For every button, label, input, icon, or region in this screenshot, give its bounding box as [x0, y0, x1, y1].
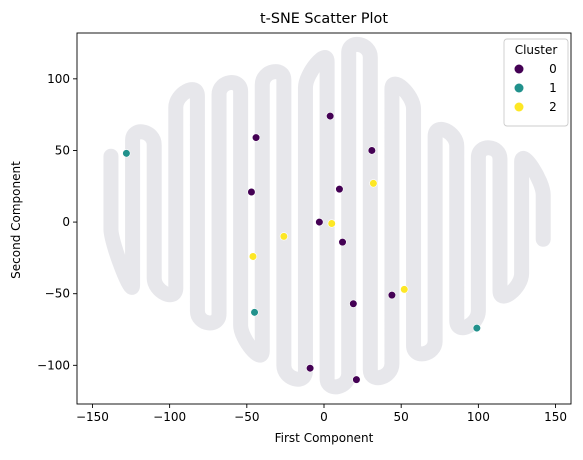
data-point-cluster-0: [326, 111, 335, 121]
data-point-cluster-0: [335, 185, 344, 194]
y-axis-ticks: −100 −50 0 50 100: [37, 72, 77, 372]
legend-entries: 0 1 2: [514, 62, 557, 114]
data-point-cluster-0: [315, 217, 324, 227]
x-tick-label: 100: [467, 410, 490, 424]
x-tick-label: −150: [76, 410, 109, 424]
y-tick-label: 0: [62, 215, 70, 229]
background-shape: [103, 37, 551, 395]
y-axis-label: Second Component: [9, 161, 23, 279]
data-point-cluster-2: [369, 179, 378, 188]
data-point-cluster-2: [279, 232, 288, 241]
x-axis-ticks: −150 −100 −50 0 50 100 150: [76, 404, 567, 424]
legend-label-cluster-2: 2: [549, 100, 557, 114]
data-point-cluster-0: [251, 133, 261, 142]
y-tick-label: −50: [45, 287, 70, 301]
data-point-cluster-0: [387, 291, 397, 300]
y-tick-label: −100: [37, 358, 70, 372]
data-point-cluster-0: [367, 146, 376, 155]
legend: Cluster 0 1 2: [503, 38, 569, 127]
x-axis-label: First Component: [275, 431, 374, 445]
data-points: [122, 111, 481, 384]
data-point-cluster-0: [338, 238, 347, 247]
legend-marker-cluster-1: [514, 83, 524, 93]
x-tick-label: 0: [320, 410, 328, 424]
x-tick-label: 150: [544, 410, 567, 424]
background-band-path: [103, 37, 551, 395]
data-point-cluster-2: [248, 252, 258, 261]
legend-marker-cluster-0: [514, 64, 524, 74]
data-point-cluster-1: [472, 323, 481, 333]
data-point-cluster-2: [400, 285, 409, 294]
x-tick-label: −50: [234, 410, 259, 424]
legend-label-cluster-1: 1: [549, 81, 557, 95]
data-point-cluster-0: [247, 187, 256, 197]
x-tick-label: −100: [153, 410, 186, 424]
x-tick-label: 50: [394, 410, 409, 424]
data-point-cluster-0: [349, 299, 358, 308]
data-point-cluster-0: [306, 364, 315, 373]
data-point-cluster-0: [352, 375, 361, 384]
chart-title: t-SNE Scatter Plot: [260, 11, 388, 27]
y-tick-label: 100: [47, 72, 70, 86]
data-point-cluster-1: [122, 149, 131, 158]
legend-marker-cluster-2: [514, 102, 524, 112]
legend-label-cluster-0: 0: [549, 62, 557, 76]
data-point-cluster-2: [327, 219, 336, 228]
y-tick-label: 50: [55, 143, 70, 157]
data-point-cluster-1: [250, 308, 259, 317]
legend-title: Cluster: [515, 43, 558, 57]
